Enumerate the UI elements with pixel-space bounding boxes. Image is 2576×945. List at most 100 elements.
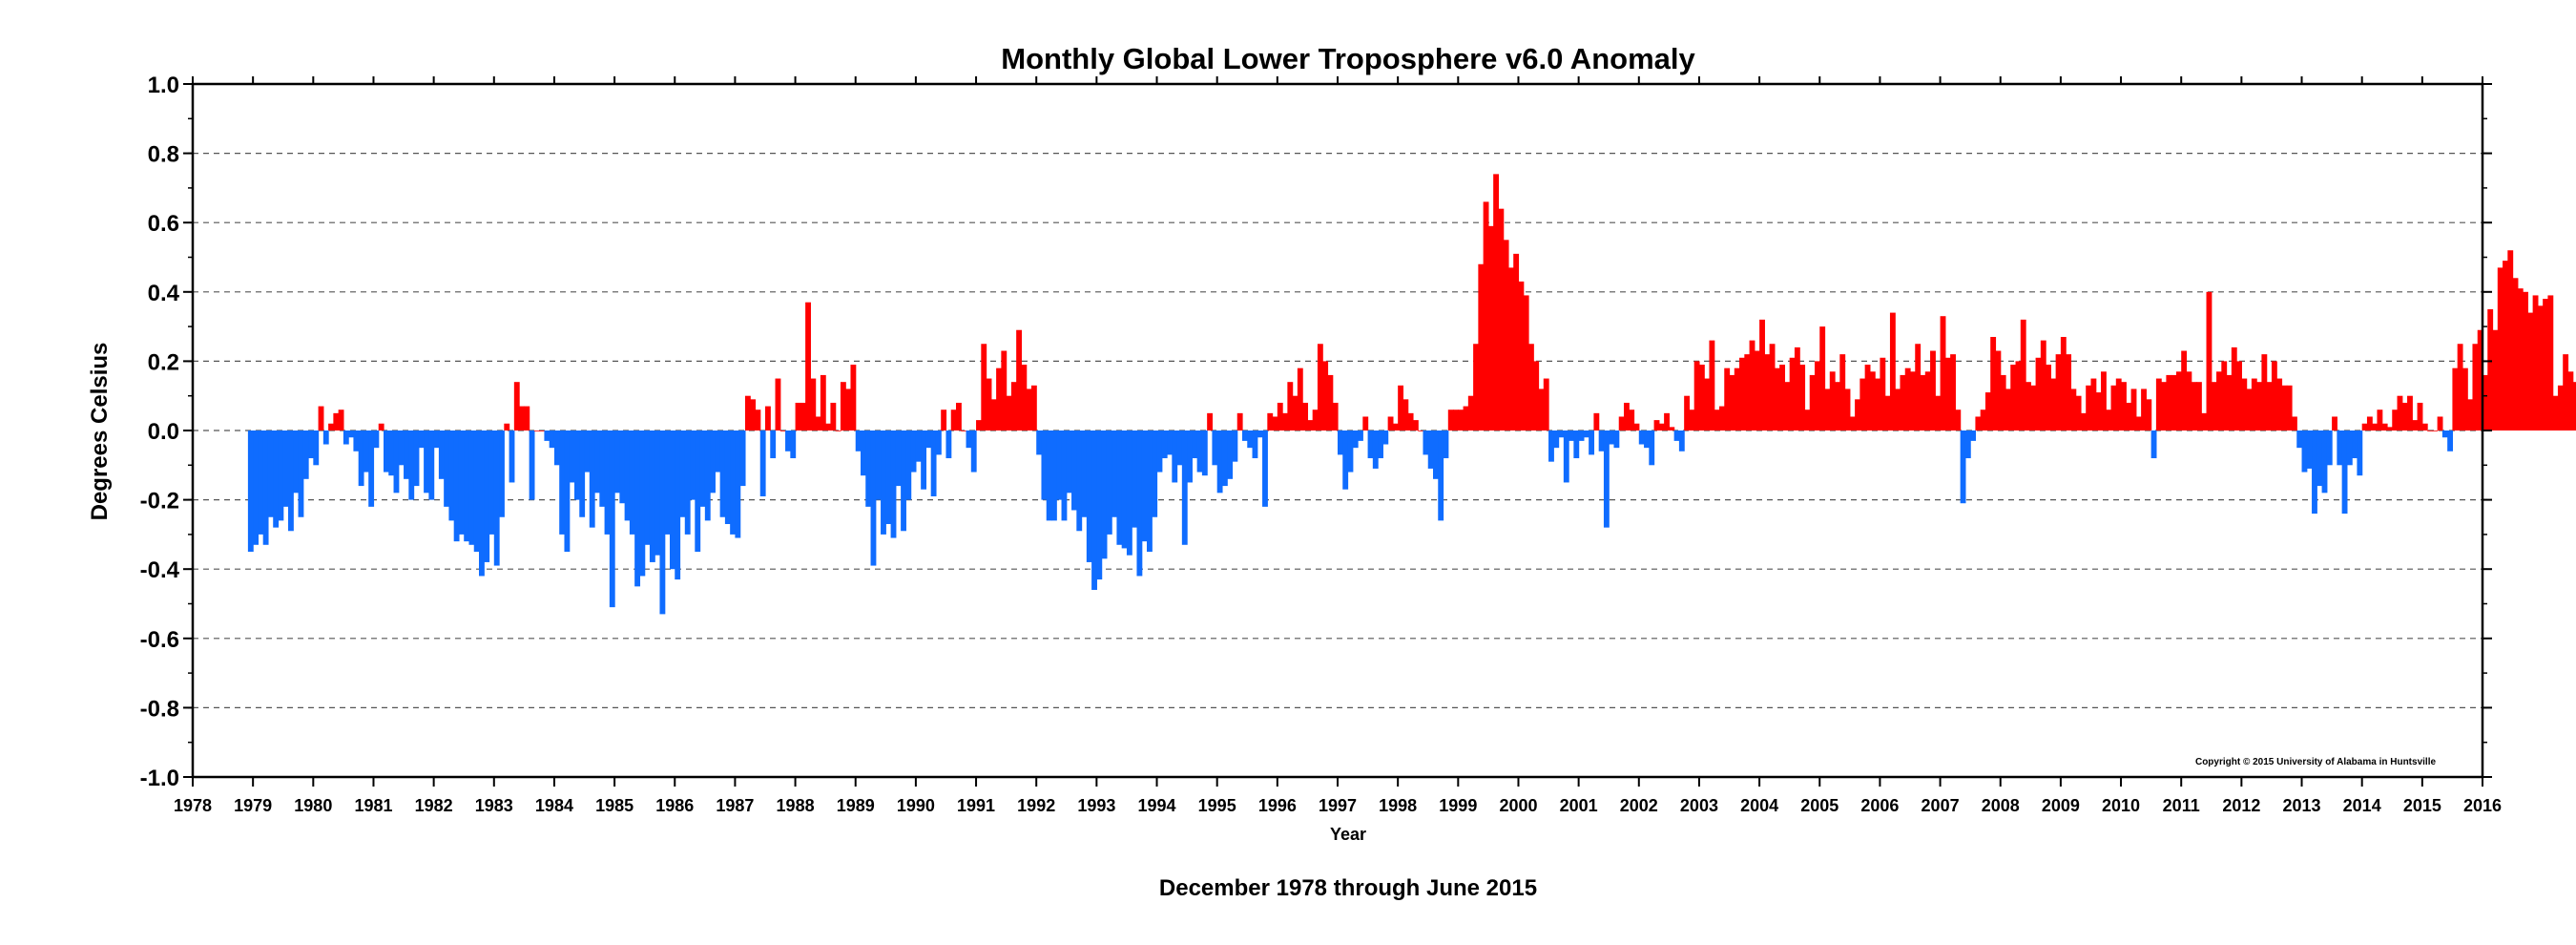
- bar: [1609, 430, 1615, 445]
- bar: [1352, 430, 1359, 449]
- y-tick-label: -0.4: [140, 557, 180, 583]
- bar: [1006, 395, 1012, 430]
- bar: [1467, 395, 1474, 430]
- x-tick-label: 1992: [1017, 796, 1055, 815]
- bar: [619, 430, 626, 504]
- bar: [1764, 354, 1771, 430]
- bar: [1036, 430, 1043, 455]
- bar: [253, 430, 260, 545]
- bar: [1378, 430, 1383, 459]
- bar: [1809, 374, 1816, 430]
- bar: [925, 430, 932, 449]
- x-tick-label: 1998: [1379, 796, 1417, 815]
- bar: [479, 430, 485, 577]
- bar: [2141, 388, 2147, 430]
- bar: [2447, 430, 2454, 452]
- bar: [1236, 412, 1243, 430]
- bar: [2126, 402, 2132, 430]
- x-tick-label: 1986: [655, 796, 694, 815]
- bar: [1392, 423, 1399, 430]
- bar: [719, 430, 726, 517]
- bar: [865, 430, 872, 507]
- bar: [2381, 423, 2388, 430]
- bar: [328, 423, 334, 430]
- bar: [905, 430, 912, 500]
- bar: [2467, 399, 2474, 430]
- y-tick-label: 1.0: [148, 73, 179, 98]
- x-tick-label: 2003: [1680, 796, 1718, 815]
- bar: [750, 399, 757, 430]
- bar: [2357, 430, 2363, 476]
- bar: [1418, 430, 1424, 431]
- bar: [2457, 344, 2463, 430]
- bar: [634, 430, 641, 587]
- bar: [1412, 420, 1419, 430]
- bar: [2523, 291, 2528, 430]
- bar: [2191, 382, 2197, 430]
- bar: [433, 430, 440, 449]
- bar: [1864, 365, 1871, 430]
- bar: [1829, 371, 1836, 430]
- bar: [1990, 336, 1997, 430]
- bar: [1920, 374, 1926, 430]
- bar: [509, 430, 515, 483]
- bar: [424, 430, 429, 494]
- bar: [1473, 344, 1479, 430]
- bar: [649, 430, 655, 562]
- bar: [1141, 430, 1148, 542]
- y-tick-label: -0.2: [140, 489, 179, 514]
- bar: [956, 402, 962, 430]
- bar: [1001, 350, 1008, 430]
- bar: [2427, 430, 2433, 431]
- bar: [1980, 410, 1986, 430]
- bar: [1970, 430, 1977, 441]
- y-tick-label: -0.8: [140, 696, 179, 722]
- y-tick-label: 0.4: [148, 281, 180, 306]
- x-tick-label: 2000: [1499, 796, 1537, 815]
- bar: [654, 430, 661, 556]
- bar: [1167, 430, 1173, 455]
- bar: [308, 430, 314, 459]
- bar: [710, 430, 716, 494]
- x-tick-label: 1984: [535, 796, 573, 815]
- bar: [1242, 430, 1248, 441]
- bar: [1312, 410, 1319, 430]
- bar: [533, 430, 540, 431]
- bar: [2543, 299, 2549, 430]
- bar: [559, 430, 566, 535]
- bar: [805, 302, 811, 430]
- bar: [744, 395, 751, 430]
- bar: [2035, 357, 2042, 430]
- bar: [2492, 329, 2499, 430]
- y-tick-label: 0.0: [148, 419, 179, 445]
- bar: [589, 430, 595, 528]
- bar: [564, 430, 571, 553]
- bar: [444, 430, 450, 507]
- bar: [519, 406, 525, 430]
- bar: [1553, 430, 1560, 449]
- x-tick-label: 2001: [1560, 796, 1598, 815]
- bar: [2216, 371, 2222, 430]
- bar: [614, 430, 620, 494]
- bar: [2341, 430, 2348, 514]
- bar: [413, 430, 420, 487]
- bar: [2110, 385, 2117, 430]
- bar: [408, 430, 415, 500]
- bar: [1016, 329, 1023, 430]
- bar: [468, 430, 475, 545]
- copyright-note: Copyright © 2015 University of Alabama i…: [2195, 757, 2436, 767]
- bar: [2246, 388, 2253, 430]
- x-tick-label: 2004: [1740, 796, 1778, 815]
- bar: [2352, 430, 2358, 459]
- bar: [1924, 371, 1931, 430]
- bar: [970, 430, 977, 472]
- bar: [1759, 319, 1765, 430]
- bar: [1684, 395, 1691, 430]
- bar: [1880, 357, 1886, 430]
- bar: [2251, 378, 2257, 430]
- bar: [1463, 406, 1469, 430]
- bar: [569, 430, 575, 483]
- bar: [1789, 357, 1796, 430]
- bar: [599, 430, 606, 507]
- x-tick-label: 2011: [2163, 796, 2200, 815]
